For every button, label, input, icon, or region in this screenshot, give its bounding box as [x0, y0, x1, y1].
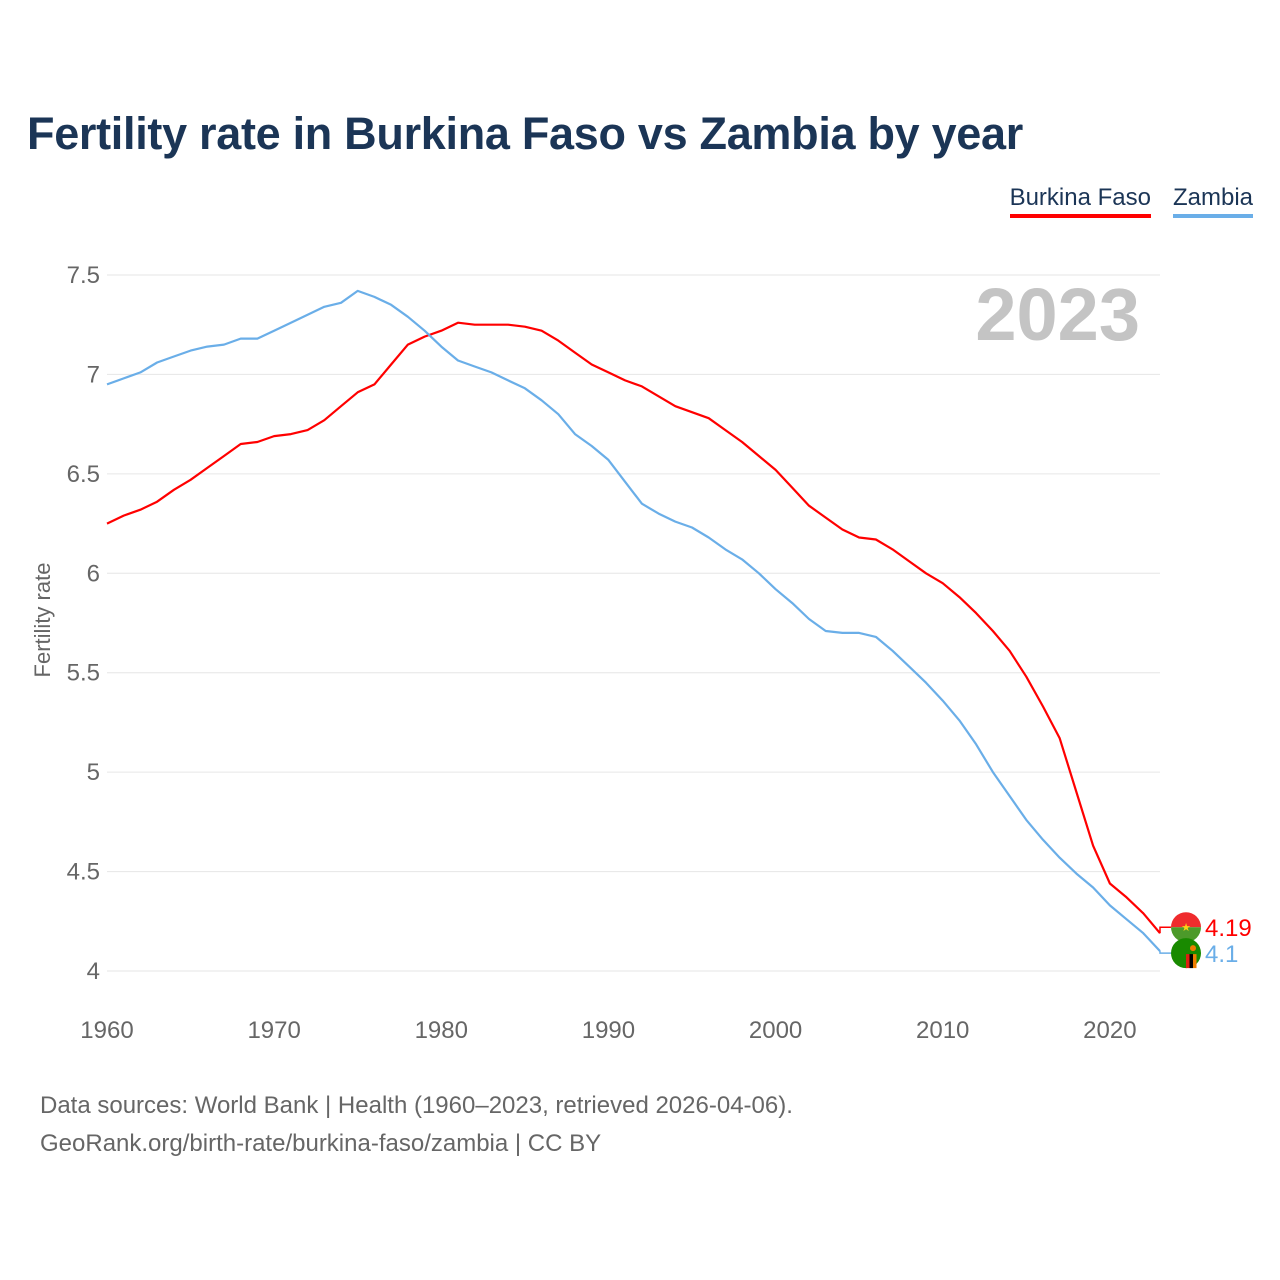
chart-title: Fertility rate in Burkina Faso vs Zambia…	[27, 108, 1023, 159]
y-axis-label: Fertility rate	[30, 563, 55, 678]
x-tick-label: 1990	[582, 1017, 635, 1044]
end-value-label: 4.19	[1205, 915, 1252, 942]
y-tick-label: 7.5	[67, 262, 100, 289]
y-axis-ticks: 7.5 7 6.5 6 5.5 5 4.5 4	[67, 262, 100, 985]
x-tick-label: 2010	[916, 1017, 969, 1044]
gridlines	[107, 274, 1160, 972]
legend: Burkina Faso Zambia	[1009, 184, 1253, 218]
series-line-burkina-faso	[106, 321, 1161, 934]
y-tick-label: 5.5	[67, 660, 100, 687]
end-value-label: 4.1	[1205, 941, 1238, 968]
x-tick-label: 1980	[415, 1017, 468, 1044]
y-tick-label: 6	[87, 560, 100, 587]
legend-zambia[interactable]: Zambia	[1172, 184, 1253, 218]
zambia-flag-stripe-black	[1189, 954, 1193, 969]
source-line-1: Data sources: World Bank | Health (1960–…	[40, 1092, 793, 1119]
legend-burkina-faso[interactable]: Burkina Faso	[1009, 184, 1151, 218]
y-tick-label: 7	[87, 361, 100, 388]
eagle-icon	[1190, 945, 1196, 952]
end-connector	[1159, 951, 1171, 954]
y-tick-label: 4.5	[67, 859, 100, 886]
end-markers: ★ 4.194.1	[1159, 912, 1252, 969]
x-tick-label: 1970	[247, 1017, 300, 1044]
x-tick-label: 2020	[1083, 1017, 1136, 1044]
end-connector	[1159, 926, 1171, 934]
y-tick-label: 4	[87, 958, 100, 985]
y-tick-label: 5	[87, 759, 100, 786]
star-icon: ★	[1181, 922, 1191, 934]
zambia-flag-stripe-red	[1186, 954, 1190, 969]
x-axis-ticks: 1960 1970 1980 1990 2000 2010 2020	[80, 1017, 1136, 1044]
series-lines	[106, 289, 1161, 952]
x-tick-label: 2000	[749, 1017, 802, 1044]
x-tick-label: 1960	[80, 1017, 133, 1044]
y-tick-label: 6.5	[67, 461, 100, 488]
source-line-2[interactable]: GeoRank.org/birth-rate/burkina-faso/zamb…	[40, 1130, 602, 1157]
zambia-flag-stripe-orange	[1193, 954, 1197, 969]
burkina-flag-bottom	[1171, 927, 1201, 943]
burkina-flag-top	[1171, 912, 1201, 928]
source-note: Data sources: World Bank | Health (1960–…	[40, 1087, 793, 1163]
year-label: 2023	[975, 273, 1140, 356]
series-line-zambia	[106, 289, 1161, 952]
